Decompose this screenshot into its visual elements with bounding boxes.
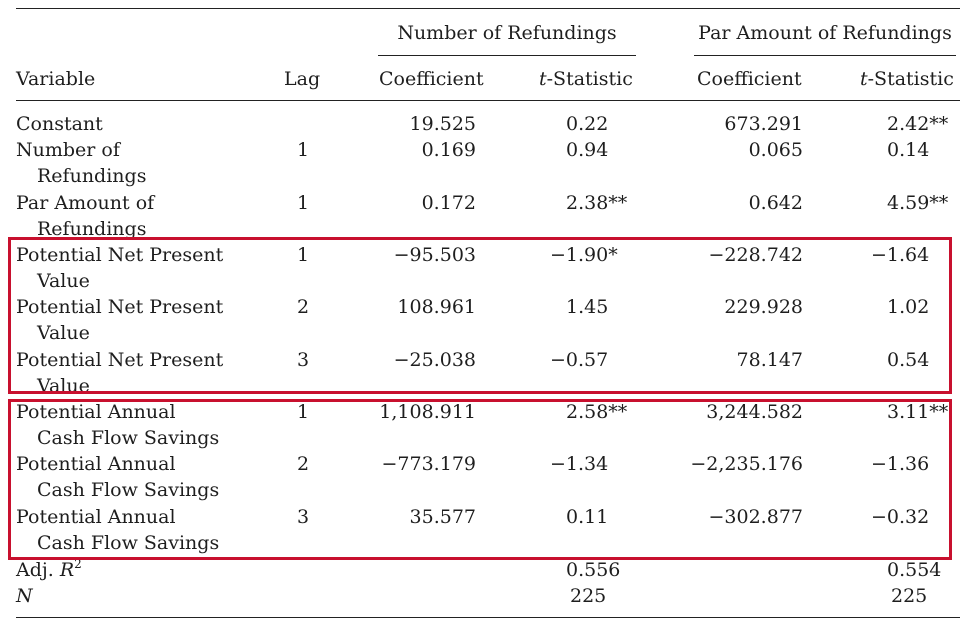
n-label: N [16, 585, 33, 607]
row-t2: 3.11** [887, 401, 949, 423]
row-coef2: 673.291 [724, 113, 803, 135]
row-t2: 2.42** [887, 113, 949, 135]
row-t2: −1.64 [871, 244, 930, 266]
column-header-t2: t-Statistic [860, 66, 954, 92]
row-lag: 1 [297, 139, 310, 161]
row-variable-cont: Value [37, 270, 90, 292]
t2-prefix: t [860, 68, 868, 90]
row-coef2: 229.928 [724, 296, 803, 318]
row-lag: 3 [297, 506, 310, 528]
row-coef2: 0.065 [748, 139, 803, 161]
row-variable: Potential Net Present [16, 296, 224, 318]
adj-r2-text: Adj. [16, 559, 60, 581]
row-variable: Constant [16, 113, 103, 135]
row-coef1: −95.503 [393, 244, 476, 266]
row-t1: 1.45 [566, 296, 609, 318]
n-t2: 225 [891, 585, 928, 607]
row-variable-cont: Cash Flow Savings [37, 427, 220, 449]
row-coef1: 19.525 [409, 113, 476, 135]
row-coef2: −302.877 [708, 506, 804, 528]
row-coef1: 0.169 [421, 139, 476, 161]
row-coef2: 78.147 [736, 349, 803, 371]
header-rule [16, 100, 960, 101]
highlight-box-npv [8, 237, 952, 394]
row-t1: 0.94 [566, 139, 609, 161]
row-t1: −1.90* [550, 244, 618, 266]
row-coef2: 0.642 [748, 192, 803, 214]
row-t2: −0.32 [871, 506, 930, 528]
row-coef1: 1,108.911 [379, 401, 476, 423]
adj-r2-t1: 0.556 [566, 559, 621, 581]
adj-r2-superscript: 2 [74, 557, 82, 571]
row-lag: 1 [297, 192, 310, 214]
row-t1: 0.22 [566, 113, 609, 135]
row-coef2: 3,244.582 [706, 401, 803, 423]
group-header-par: Par Amount of Refundings [698, 22, 952, 44]
row-coef1: 0.172 [421, 192, 476, 214]
row-variable: Potential Annual [16, 506, 176, 528]
row-variable-cont: Refundings [37, 165, 147, 187]
row-variable: Potential Annual [16, 401, 176, 423]
row-variable-cont: Refundings [37, 218, 147, 240]
group-header-number: Number of Refundings [397, 22, 617, 44]
row-t1: 2.58** [566, 401, 628, 423]
row-coef2: −2,235.176 [690, 453, 803, 475]
row-t2: 0.14 [887, 139, 930, 161]
row-variable-cont: Cash Flow Savings [37, 479, 220, 501]
highlight-box-cash-flow [8, 399, 952, 560]
row-t2: 0.54 [887, 349, 930, 371]
row-coef1: −773.179 [381, 453, 477, 475]
group-underline-par [694, 55, 956, 56]
t1-suffix: -Statistic [546, 68, 633, 90]
row-t1: −0.57 [550, 349, 609, 371]
row-t1: 2.38** [566, 192, 628, 214]
column-header-variable: Variable [16, 68, 96, 90]
row-variable: Par Amount of [16, 192, 155, 214]
t1-prefix: t [539, 68, 547, 90]
row-t1: −1.34 [550, 453, 609, 475]
column-header-t1: t-Statistic [539, 66, 633, 92]
bottom-rule [16, 617, 960, 618]
group-underline-number [378, 55, 636, 56]
column-header-coef1: Coefficient [379, 68, 484, 90]
row-variable: Number of [16, 139, 120, 161]
row-t2: 1.02 [887, 296, 930, 318]
row-lag: 3 [297, 349, 310, 371]
adj-r2-t2: 0.554 [887, 559, 942, 581]
row-variable: Potential Net Present [16, 244, 224, 266]
top-rule [16, 8, 960, 9]
column-header-coef2: Coefficient [697, 68, 802, 90]
row-coef2: −228.742 [708, 244, 804, 266]
row-coef1: −25.038 [393, 349, 476, 371]
adj-r2-label: Adj. R2 [16, 557, 82, 583]
row-t2: −1.36 [871, 453, 930, 475]
row-lag: 2 [297, 296, 310, 318]
row-variable-cont: Value [37, 322, 90, 344]
row-variable: Potential Annual [16, 453, 176, 475]
t2-suffix: -Statistic [867, 68, 954, 90]
row-t1: 0.11 [566, 506, 609, 528]
row-lag: 2 [297, 453, 310, 475]
n-t1: 225 [570, 585, 607, 607]
row-variable: Potential Net Present [16, 349, 224, 371]
row-coef1: 108.961 [397, 296, 476, 318]
row-variable-cont: Cash Flow Savings [37, 532, 220, 554]
column-header-lag: Lag [284, 68, 321, 90]
row-coef1: 35.577 [409, 506, 476, 528]
adj-r2-symbol: R [59, 559, 75, 581]
row-lag: 1 [297, 244, 310, 266]
row-lag: 1 [297, 401, 310, 423]
row-t2: 4.59** [887, 192, 949, 214]
